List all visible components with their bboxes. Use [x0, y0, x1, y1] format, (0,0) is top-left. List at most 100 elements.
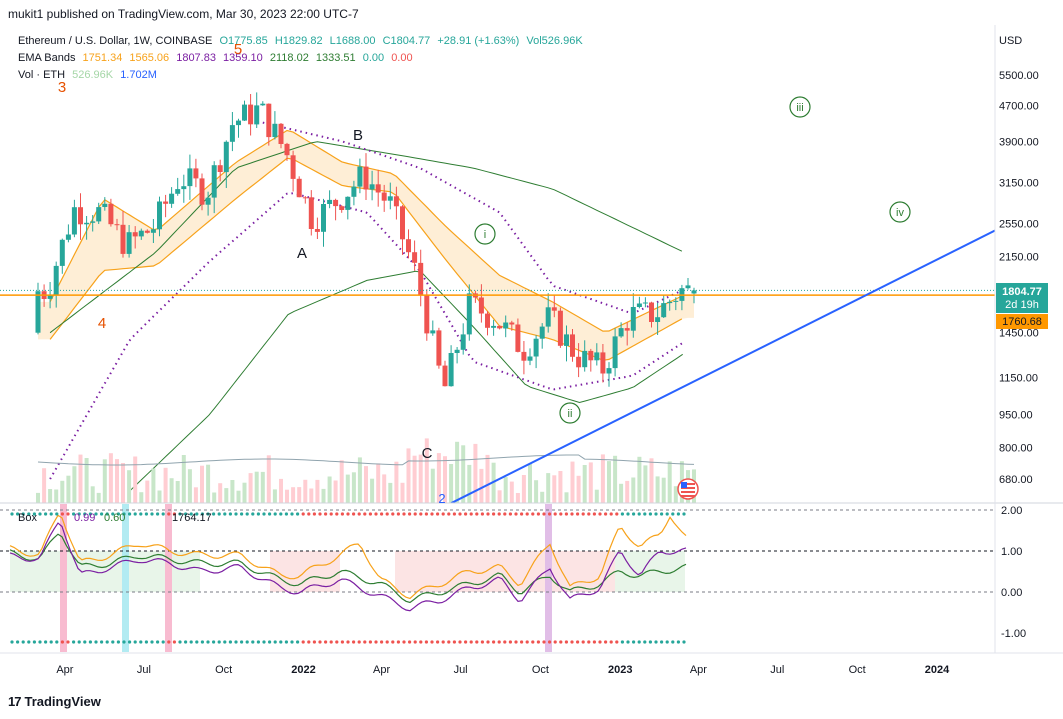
wave-label-5[interactable]: 5 [234, 41, 242, 58]
osc-top-dot [604, 512, 608, 516]
candle-body [321, 204, 326, 232]
volume-bar [187, 469, 192, 503]
osc-bottom-dot [615, 640, 619, 644]
volume-bar [212, 492, 217, 503]
wave-label-ii[interactable]: ii [559, 402, 581, 424]
osc-top-dot [548, 512, 552, 516]
volume-bar [42, 468, 47, 503]
candle-body [248, 104, 254, 125]
volume-label[interactable]: Vol · ETH [18, 69, 66, 81]
volume-bar [102, 459, 107, 503]
ema-label[interactable]: EMA Bands [18, 52, 76, 64]
price-tick-label: 1450.00 [999, 328, 1039, 340]
osc-bottom-dot [408, 640, 412, 644]
candle-body [649, 302, 654, 322]
osc-top-dot [671, 512, 675, 516]
osc-top-dot [172, 512, 176, 516]
wave-label-i[interactable]: i [474, 223, 496, 245]
wave-label-4[interactable]: 4 [98, 315, 106, 332]
footer-brand[interactable]: 17 TradingView [8, 694, 101, 709]
osc-bottom-dot [363, 640, 367, 644]
volume-bar [36, 492, 40, 503]
wave-label-iv[interactable]: iv [889, 201, 911, 223]
volume-bar [485, 454, 490, 503]
osc-bottom-dot [441, 640, 445, 644]
volume-bar [90, 486, 95, 503]
osc-bottom-dot [548, 640, 552, 644]
volume-bar [145, 480, 150, 503]
osc-bottom-dot [16, 640, 20, 644]
volume-bar [521, 475, 526, 503]
candle-body [351, 186, 357, 197]
volume-bar [497, 490, 502, 503]
volume-bar [121, 463, 125, 503]
candle-body [47, 295, 53, 299]
osc-bottom-dot [626, 640, 630, 644]
volume-bar [613, 455, 618, 503]
volume-bar [181, 455, 186, 503]
wave-label-A[interactable]: A [297, 245, 307, 262]
osc-bottom-dot [251, 640, 255, 644]
candle-body [120, 224, 126, 254]
ema-legend: EMA Bands 1751.34 1565.06 1807.83 1359.1… [18, 52, 417, 64]
osc-bottom-dot [346, 640, 350, 644]
osc-bottom-dot [464, 640, 468, 644]
osc-bottom-dot [592, 640, 597, 644]
osc-bottom-dot [508, 640, 512, 644]
osc-top-dot [144, 512, 148, 516]
osc-bottom-dot [559, 640, 563, 644]
volume-bar [570, 461, 575, 503]
osc-top-dot [346, 512, 350, 516]
volume-bar [649, 458, 654, 503]
ema-value-8: 0.00 [391, 52, 413, 64]
osc-top-dot [324, 512, 328, 516]
osc-top-dot [206, 512, 210, 516]
wave-label-3[interactable]: 3 [58, 79, 66, 96]
osc-bottom-dot [396, 640, 400, 644]
volume-bar [625, 480, 630, 503]
time-tick-label: Apr [56, 664, 73, 676]
volume-value-1: 526.96K [72, 69, 114, 81]
time-tick-label: Oct [849, 664, 866, 676]
us-flag-icon[interactable] [677, 478, 699, 500]
volume-bar [321, 488, 326, 503]
volume-bar [552, 475, 557, 503]
osc-top-dot [592, 512, 597, 516]
box-label[interactable]: Box [18, 512, 37, 524]
wave-label-B[interactable]: B [353, 127, 363, 144]
last-price-value: 1804.77 [1002, 286, 1042, 298]
symbol-title[interactable]: Ethereum / U.S. Dollar, 1W, COINBASE [18, 35, 213, 47]
wave-label-iii[interactable]: iii [789, 96, 811, 118]
candle-body [369, 184, 375, 190]
osc-bottom-dot [648, 640, 653, 644]
wave-label-C[interactable]: C [422, 445, 433, 462]
time-tick-label: Jul [770, 664, 784, 676]
volume-bar [224, 488, 229, 503]
osc-bottom-dot [55, 640, 59, 644]
osc-bottom-dot [184, 640, 188, 644]
osc-top-dot [480, 512, 484, 516]
ema-value-4: 1359.10 [223, 52, 263, 64]
volume-bar [619, 483, 624, 503]
osc-top-dot [111, 512, 115, 516]
candle-body [71, 207, 77, 235]
currency-label[interactable]: USD [999, 35, 1022, 47]
trendline[interactable] [450, 227, 1001, 503]
box-legend: Box 0.99 0.60 1764.17 [18, 512, 212, 524]
osc-bottom-dot [576, 640, 580, 644]
wave-label-2[interactable]: 2 [438, 491, 445, 506]
osc-bottom-dot [167, 640, 171, 644]
volume-bar [558, 471, 563, 503]
volume-bar [169, 478, 174, 503]
osc-bottom-dot [27, 640, 31, 644]
ohlc-high: H1829.82 [274, 35, 323, 47]
osc-bottom-dot [111, 640, 115, 644]
last-price-tag: 1804.77 2d 19h [996, 283, 1048, 313]
osc-top-dot [44, 512, 48, 516]
osc-bottom-dot [486, 640, 490, 644]
osc-top-dot [16, 512, 20, 516]
candle-body [144, 230, 150, 233]
candle-body [673, 300, 679, 302]
osc-bottom-dot [587, 640, 591, 644]
